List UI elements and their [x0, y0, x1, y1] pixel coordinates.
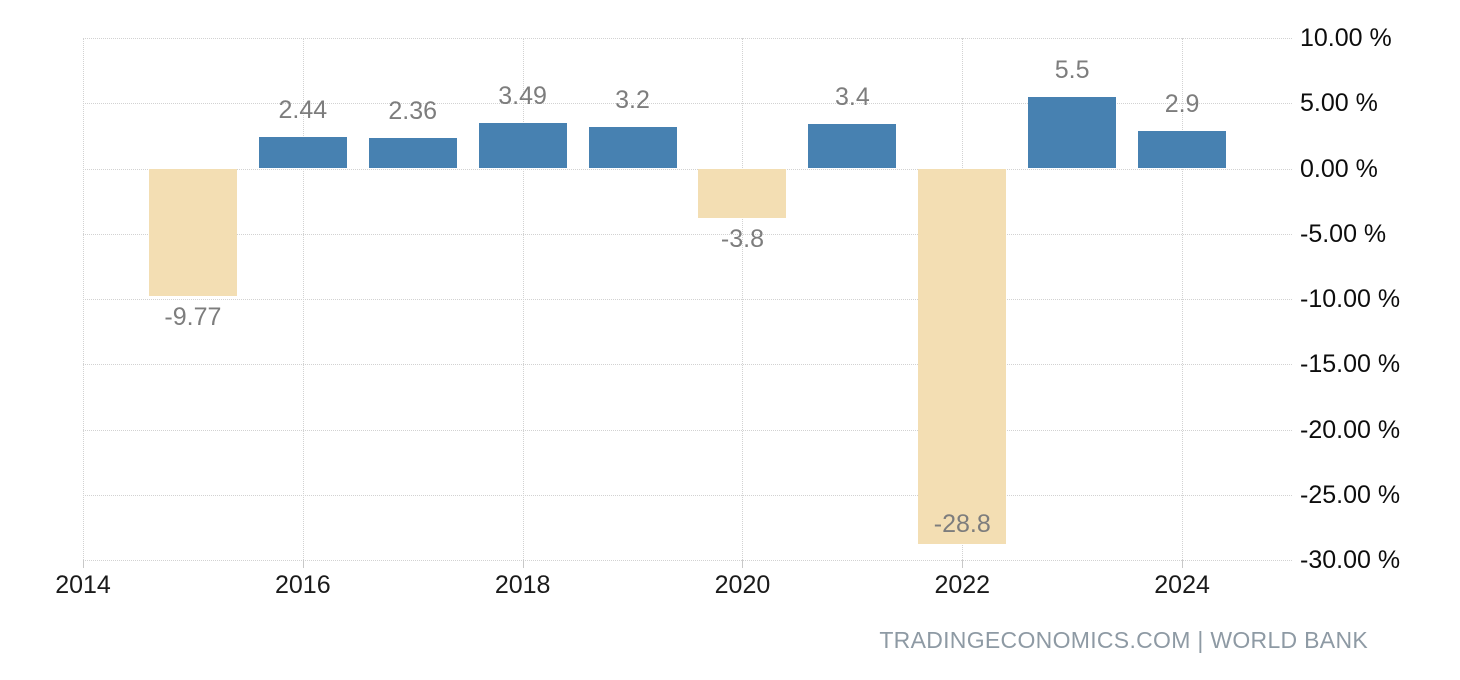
bar-2021[interactable]	[808, 124, 897, 169]
bar-2015[interactable]	[148, 168, 237, 296]
y-gridline--10	[83, 299, 1292, 300]
x-gridline-2014	[83, 38, 84, 560]
x-gridline-2024	[1182, 38, 1184, 560]
bar-value-label-2017: 2.36	[388, 96, 438, 125]
bar-2024[interactable]	[1138, 130, 1227, 169]
bar-value-label-2020: -3.8	[720, 225, 764, 254]
bar-2019[interactable]	[588, 126, 677, 169]
x-axis-tick-2024	[1182, 560, 1184, 568]
bar-value-label-2022: -28.8	[933, 510, 991, 539]
x-axis-label-2014: 2014	[55, 571, 111, 599]
x-axis-tick-2018	[522, 560, 524, 568]
y-axis-label--30: -30.00 %	[1300, 546, 1401, 574]
bar-2017[interactable]	[368, 137, 457, 169]
y-gridline-10	[83, 38, 1292, 39]
bar-value-label-2018: 3.49	[498, 81, 547, 110]
x-axis-label-2024: 2024	[1154, 571, 1210, 599]
bar-2016[interactable]	[258, 136, 347, 169]
y-axis-label--15: -15.00 %	[1300, 350, 1401, 379]
y-gridline--20	[83, 429, 1292, 431]
bar-2020[interactable]	[698, 168, 787, 219]
y-axis-label-10: 10.00 %	[1300, 24, 1392, 52]
x-axis-label-2020: 2020	[714, 571, 771, 599]
y-axis-label--10: -10.00 %	[1300, 285, 1401, 313]
y-gridline--25	[83, 494, 1292, 496]
x-gridline-2016	[302, 38, 304, 560]
bar-2022[interactable]	[918, 168, 1007, 545]
y-gridline--5	[83, 233, 1292, 235]
y-gridline-5	[83, 103, 1292, 105]
bar-value-label-2016: 2.44	[278, 95, 328, 124]
bar-value-label-2015: -9.77	[164, 302, 222, 331]
y-axis-label--20: -20.00 %	[1300, 415, 1401, 444]
y-gridline--30	[83, 560, 1292, 561]
y-axis-label-0: 0.00 %	[1300, 154, 1378, 183]
x-axis-label-2018: 2018	[494, 571, 551, 599]
x-axis-tick-2022	[962, 560, 964, 568]
x-axis-tick-2016	[302, 560, 304, 568]
bar-value-label-2023: 5.5	[1054, 55, 1090, 84]
x-axis-tick-2014	[83, 560, 84, 568]
y-axis-label-5: 5.00 %	[1300, 89, 1378, 118]
bar-2018[interactable]	[478, 122, 567, 169]
bar-value-label-2024: 2.9	[1164, 89, 1200, 118]
plot-area: -9.77 2.44 2.36 3.49 3.2 -3.8 3.4 -28.8 5.5 2.9	[83, 38, 1292, 561]
bar-2023[interactable]	[1028, 96, 1117, 169]
chart-source-attribution: TRADINGECONOMICS.COM | WORLD BANK	[879, 627, 1368, 653]
bar-value-label-2021: 3.4	[834, 83, 870, 112]
y-gridline--15	[83, 364, 1292, 366]
y-gridline-0	[83, 168, 1292, 170]
x-gridline-2018	[522, 38, 524, 560]
x-axis-label-2016: 2016	[275, 571, 331, 599]
x-axis-tick-2020	[742, 560, 744, 568]
x-gridline-2020	[742, 38, 744, 560]
x-axis-label-2022: 2022	[934, 571, 991, 599]
y-axis-label--5: -5.00 %	[1300, 219, 1387, 248]
y-axis-label--25: -25.00 %	[1300, 480, 1401, 509]
bar-value-label-2019: 3.2	[615, 85, 650, 114]
